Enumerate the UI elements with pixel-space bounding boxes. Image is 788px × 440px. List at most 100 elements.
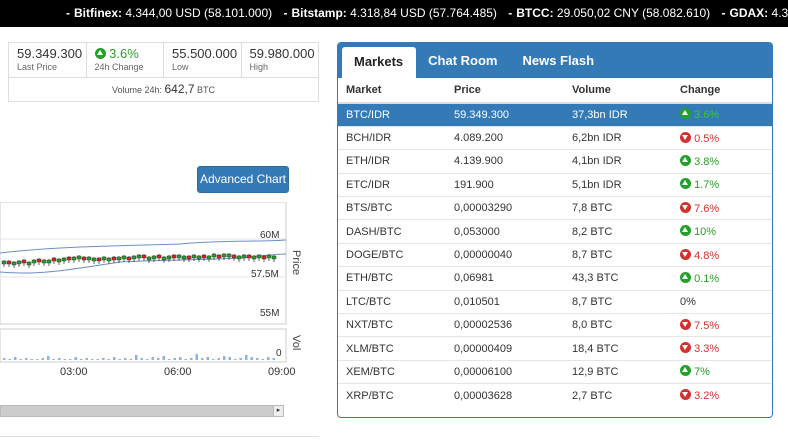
tab-markets[interactable]: Markets — [342, 47, 417, 78]
candle-body — [31, 259, 37, 264]
candle-body — [246, 254, 252, 259]
market-row[interactable]: DASH/BTC 0,053000 8,2 BTC 10% — [338, 219, 772, 244]
volume-bar — [162, 356, 165, 360]
market-name: XLM/BTC — [338, 336, 446, 361]
volume-bar — [245, 355, 248, 360]
chart-canvas — [0, 202, 287, 363]
ticker-item: - Bitfinex: 4.344,00 USD (58.101.000) — [66, 6, 273, 20]
tab-chat-room[interactable]: Chat Room — [428, 53, 498, 68]
market-row[interactable]: BCH/IDR 4.089.200 6,2bn IDR 0.5% — [338, 125, 772, 150]
market-price: 4.139.900 — [446, 149, 564, 174]
arrow-up-icon — [680, 365, 691, 377]
market-row[interactable]: XLM/BTC 0,00000409 18,4 BTC 3.3% — [338, 336, 772, 361]
advanced-chart-button[interactable]: Advanced Chart — [197, 166, 289, 193]
market-row[interactable]: ETH/IDR 4.139.900 4,1bn IDR 3.8% — [338, 149, 772, 174]
candle-body — [11, 261, 17, 266]
low-value: 55.500.000 — [172, 46, 238, 61]
candle-body — [211, 253, 217, 258]
ticker-price: 29.050,02 CNY (58.082.610) — [556, 6, 711, 20]
volume-plot-border — [0, 328, 287, 363]
candle-body — [56, 258, 62, 263]
market-volume: 4,1bn IDR — [564, 149, 672, 174]
volume-bar — [140, 358, 143, 360]
change-cell: 3.6% 24h Change — [87, 43, 164, 77]
market-row[interactable]: ETC/IDR 191.900 5,1bn IDR 1.7% — [338, 172, 772, 197]
candle-body — [51, 257, 57, 262]
arrow-down-icon — [680, 131, 691, 143]
volume-bar — [228, 357, 231, 360]
market-name: XEM/BTC — [338, 359, 446, 384]
arrow-up-icon — [94, 48, 106, 59]
column-header-volume: Volume — [564, 78, 672, 104]
chart-scrollbar[interactable]: ▸ — [0, 405, 284, 417]
volume-bar — [212, 359, 215, 360]
candle-body — [191, 254, 197, 259]
candle-body — [241, 254, 247, 259]
market-price: 0,00006100 — [446, 359, 564, 384]
market-name: DASH/BTC — [338, 219, 446, 244]
candle-body — [221, 253, 227, 258]
market-name: LTC/BTC — [338, 289, 446, 314]
market-volume: 5,1bn IDR — [564, 172, 672, 197]
market-price: 0,00003628 — [446, 383, 564, 408]
market-volume: 2,7 BTC — [564, 383, 672, 408]
market-price: 191.900 — [446, 172, 564, 197]
candlesticks — [1, 253, 277, 268]
market-change: 3.3% — [672, 336, 772, 361]
markets-table: Market Price Volume Change BTC/IDR 59.349… — [338, 78, 772, 408]
candle-body — [96, 257, 102, 262]
volume-bar — [267, 357, 270, 360]
candle-body — [41, 259, 47, 264]
tab-news-flash[interactable]: News Flash — [522, 53, 595, 68]
volume-bar — [195, 354, 198, 360]
market-volume: 8,0 BTC — [564, 313, 672, 337]
market-row[interactable]: LTC/BTC 0,010501 8,7 BTC 0% — [338, 289, 772, 314]
scroll-right-icon[interactable]: ▸ — [273, 406, 283, 416]
price-ticker: - Bitfinex: 4.344,00 USD (58.101.000) - Bi… — [0, 0, 788, 27]
change-text: 3.3% — [694, 343, 720, 356]
arrow-down-icon — [680, 318, 691, 330]
candle-body — [76, 255, 82, 260]
market-row[interactable]: DOGE/BTC 0,00000040 8,7 BTC 4.8% — [338, 242, 772, 267]
market-volume: 43,3 BTC — [564, 266, 672, 291]
change-text: 0.1% — [694, 272, 720, 285]
candle-body — [186, 255, 192, 260]
y-tick-label: 55M — [260, 308, 280, 319]
market-change: 0% — [672, 289, 772, 314]
market-price: 0,053000 — [446, 219, 564, 244]
change-text: 4.8% — [694, 249, 720, 262]
market-row[interactable]: BTS/BTC 0,00003290 7,8 BTC 7.6% — [338, 196, 772, 220]
market-row[interactable]: XEM/BTC 0,00006100 12,9 BTC 7% — [338, 359, 772, 384]
price-chart[interactable]: 60M 57.5M 55M 0 Price Vol 03:00 06:00 09… — [0, 202, 319, 439]
market-row[interactable]: NXT/BTC 0,00002536 8,0 BTC 7.5% — [338, 313, 772, 337]
arrow-up-icon — [680, 154, 691, 166]
candle-body — [126, 256, 132, 261]
candle-body — [151, 255, 157, 260]
volume-bar — [201, 358, 204, 360]
market-row[interactable]: BTC/IDR 59.349.300 37,3bn IDR 3.6% — [338, 102, 772, 127]
candle-body — [71, 256, 77, 261]
market-change: 1.7% — [672, 172, 772, 197]
volume-bar — [206, 357, 209, 360]
market-row[interactable]: ETH/BTC 0,06981 43,3 BTC 0.1% — [338, 266, 772, 291]
market-name: XRP/BTC — [338, 383, 446, 408]
volume-bar — [107, 359, 110, 360]
ticker-exchange: BTCC: — [516, 6, 554, 20]
market-price: 0,00000040 — [446, 242, 564, 267]
volume-bar — [19, 359, 22, 360]
candle-body — [251, 255, 257, 260]
volume-bar — [41, 358, 44, 360]
candle-body — [196, 255, 202, 260]
column-header-market: Market — [338, 78, 446, 104]
candle-body — [101, 256, 107, 261]
market-row[interactable]: XRP/BTC 0,00003628 2,7 BTC 3.2% — [338, 383, 772, 408]
x-tick-label: 03:00 — [60, 366, 88, 378]
volume-bar — [85, 358, 88, 360]
candle-body — [171, 254, 177, 259]
volume-bar — [63, 359, 66, 360]
volume-bars — [3, 354, 275, 360]
ticker-item: -GDAX: 4.33 — [722, 6, 788, 20]
price-axis-label: Price — [290, 250, 302, 276]
market-change: 3.6% — [672, 102, 772, 127]
market-price: 4.089.200 — [446, 125, 564, 150]
